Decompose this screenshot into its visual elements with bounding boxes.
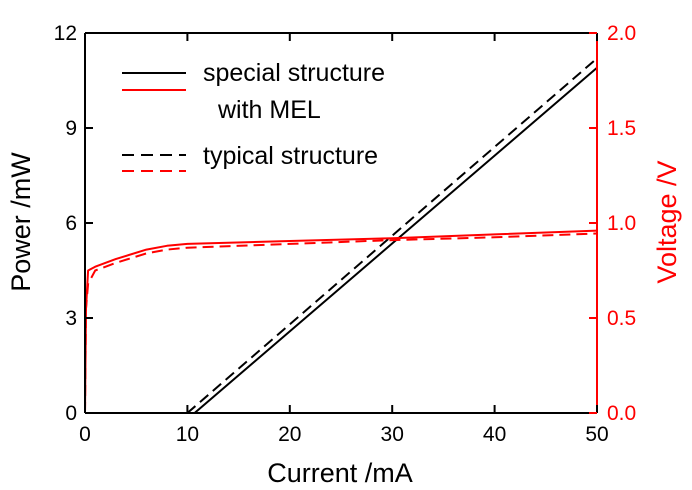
y-axis-left-label: Power /mW — [6, 152, 36, 292]
x-tick-label: 30 — [381, 423, 404, 446]
legend-label-special-line2: with MEL — [217, 96, 321, 124]
x-axis-label: Current /mA — [267, 458, 413, 488]
voltage-series-typical — [84, 232, 598, 414]
y-right-tick-label: 1.5 — [607, 117, 636, 140]
legend-label-typical: typical structure — [203, 142, 378, 170]
ticks: 0 10 20 30 40 50 0 3 6 9 12 0.0 0.5 1.0 1.5 2.0 — [54, 22, 637, 446]
power-series-typical — [85, 57, 598, 414]
y-left-tick-label: 0 — [65, 402, 77, 425]
y-left-tick-label: 6 — [65, 212, 77, 235]
y-left-tick-label: 12 — [54, 22, 77, 45]
legend: special structure with MEL typical struc… — [122, 59, 385, 172]
voltage-series-special — [84, 229, 598, 414]
x-tick-label: 50 — [585, 423, 608, 446]
x-tick-label: 10 — [176, 423, 199, 446]
y-left-tick-label: 3 — [65, 307, 77, 330]
plot-lines — [84, 57, 598, 414]
x-tick-label: 40 — [483, 423, 506, 446]
legend-label-special-line1: special structure — [203, 59, 385, 87]
y-axis-right-label: Voltage /V — [652, 160, 682, 283]
y-right-tick-label: 1.0 — [607, 212, 636, 235]
y-right-tick-label: 2.0 — [607, 22, 636, 45]
x-tick-label: 20 — [278, 423, 301, 446]
y-right-tick-label: 0.5 — [607, 307, 636, 330]
y-right-tick-label: 0.0 — [607, 402, 636, 425]
y-left-tick-label: 9 — [65, 117, 77, 140]
x-tick-label: 0 — [79, 423, 91, 446]
